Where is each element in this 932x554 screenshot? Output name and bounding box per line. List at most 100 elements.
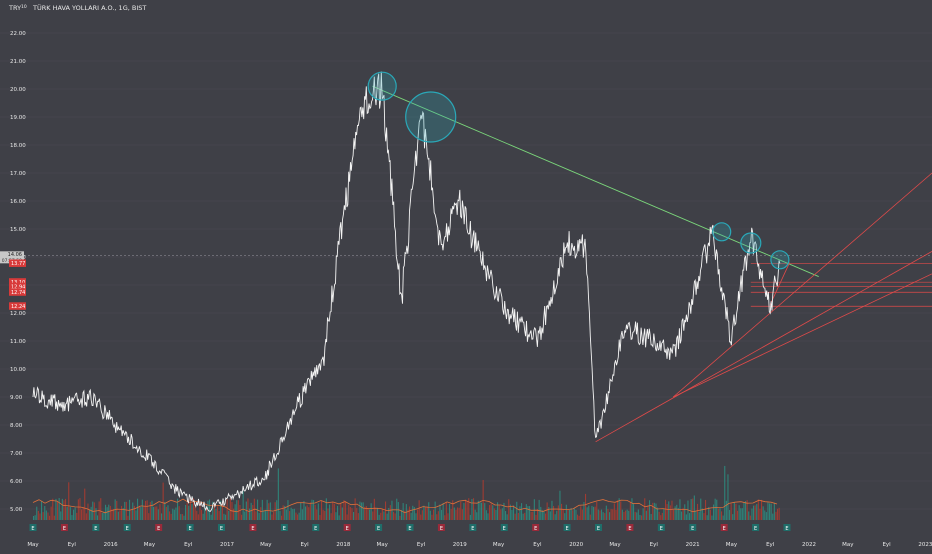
volume-bar — [317, 503, 319, 520]
volume-bar — [181, 514, 183, 520]
volume-bar — [596, 501, 598, 520]
volume-bar — [583, 501, 585, 520]
volume-bar — [130, 509, 132, 520]
volume-bar — [117, 511, 119, 520]
volume-bar — [159, 504, 161, 520]
volume-bar — [772, 513, 774, 520]
volume-bar — [305, 506, 307, 520]
volume-bar — [605, 505, 607, 520]
volume-bar — [759, 508, 761, 520]
event-marker-label: E — [188, 526, 191, 532]
event-marker — [500, 524, 508, 531]
volume-bar — [338, 515, 340, 520]
volume-bar — [164, 501, 166, 520]
volume-bar — [613, 503, 615, 520]
volume-bar — [237, 500, 239, 520]
y-tick-label: 12.00 — [10, 311, 26, 317]
event-marker-label: E — [346, 526, 349, 532]
volume-bar — [193, 498, 195, 520]
event-marker — [532, 524, 540, 531]
volume-bar — [717, 508, 719, 520]
volume-bar — [194, 507, 196, 520]
volume-bar — [682, 507, 684, 520]
volume-bar — [765, 512, 767, 520]
volume-bar — [202, 513, 204, 520]
volume-bar — [189, 498, 191, 520]
x-tick-label: Eyl — [68, 542, 77, 548]
volume-bar — [585, 493, 587, 520]
y-tick-label: 19.00 — [10, 115, 26, 121]
volume-bar — [655, 503, 657, 520]
volume-bar — [205, 507, 207, 520]
volume-bar — [380, 512, 382, 520]
volume-bar — [713, 504, 715, 520]
current-price-label: 14.06 — [8, 252, 22, 258]
volume-bar — [740, 508, 742, 520]
volume-bar — [277, 468, 279, 520]
volume-bar — [100, 498, 102, 520]
event-marker-label: E — [220, 526, 223, 532]
volume-bar — [220, 500, 222, 520]
volume-bar — [324, 510, 326, 520]
volume-bar — [493, 508, 495, 520]
volume-bar — [737, 510, 739, 520]
volume-bar — [537, 508, 539, 520]
volume-bar — [508, 499, 510, 520]
volume-bar — [53, 515, 55, 520]
volume-bar — [212, 501, 214, 520]
volume-bar — [466, 501, 468, 520]
volume-bar — [321, 500, 323, 520]
volume-bar — [173, 509, 175, 520]
volume-bar — [290, 507, 292, 520]
volume-bar — [399, 515, 401, 520]
volume-bar — [365, 506, 367, 520]
x-tick-label: May — [27, 542, 39, 548]
volume-bar — [533, 499, 535, 520]
x-tick-label: May — [493, 542, 505, 548]
volume-bar — [69, 506, 71, 520]
volume-bar — [588, 505, 590, 520]
volume-bar — [301, 509, 303, 520]
volume-bar — [77, 499, 79, 520]
y-tick-label: 17.00 — [10, 171, 26, 177]
volume-bar — [690, 499, 692, 520]
volume-bar — [37, 510, 39, 520]
volume-bar — [381, 508, 383, 520]
x-tick-label: 2020 — [569, 542, 583, 548]
volume-bar — [268, 503, 270, 520]
volume-bar — [221, 501, 223, 520]
volume-bar — [389, 505, 391, 520]
volume-bar — [495, 510, 497, 520]
volume-bar — [57, 501, 59, 520]
volume-bar — [698, 511, 700, 520]
volume-bar — [333, 503, 335, 520]
volume-bar — [223, 513, 225, 520]
volume-bar — [636, 512, 638, 520]
volume-bar — [404, 510, 406, 520]
volume-bar — [754, 505, 756, 520]
volume-bar — [282, 505, 284, 520]
volume-bar — [436, 514, 438, 520]
volume-bar — [570, 508, 572, 520]
volume-bar — [727, 474, 729, 520]
highlight-circle — [405, 91, 457, 143]
volume-bar — [241, 514, 243, 520]
volume-bar — [319, 515, 321, 520]
volume-bar — [569, 509, 571, 520]
volume-bar — [665, 499, 667, 520]
event-marker-label: E — [660, 526, 663, 532]
volume-bar — [602, 512, 604, 520]
volume-bar — [565, 504, 567, 520]
volume-bar — [50, 506, 52, 520]
volume-bar — [719, 508, 721, 520]
volume-bar — [538, 499, 540, 520]
volume-bar — [185, 505, 187, 520]
volume-bar — [167, 505, 169, 520]
volume-bar — [92, 501, 94, 520]
volume-bar — [609, 512, 611, 520]
volume-bar — [482, 480, 484, 520]
volume-bar — [708, 506, 710, 520]
volume-bar — [401, 509, 403, 520]
